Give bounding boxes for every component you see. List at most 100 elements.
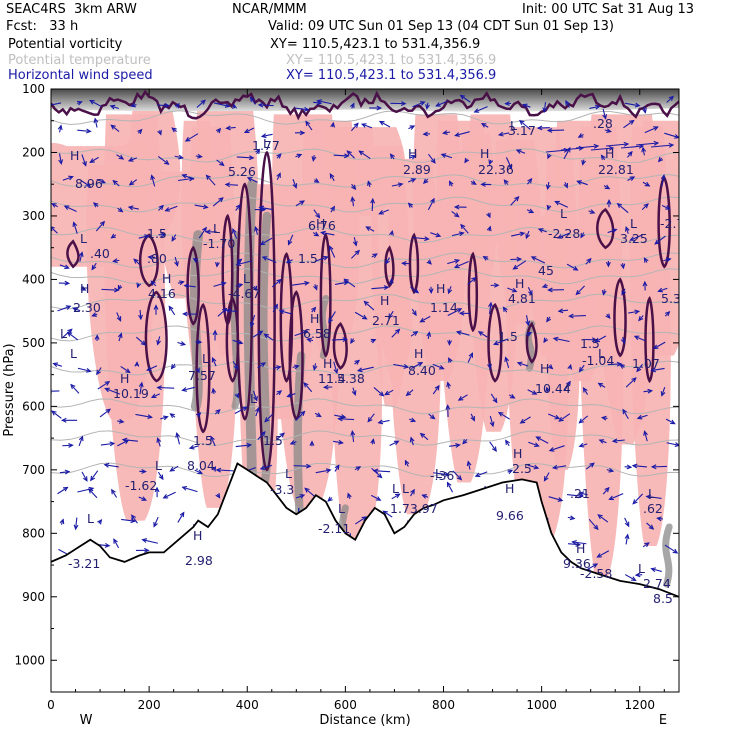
wind-vector [196,99,206,108]
wind-vector [189,445,199,449]
wind-vector-head [296,153,303,159]
pv-contour [596,207,615,250]
wind-vector [664,544,678,554]
wind-vector-jet [575,145,599,149]
wind-vector [555,201,568,208]
wind-vector-head [581,159,587,166]
wind-vector [410,437,414,446]
pv-low-marker: L [263,136,270,151]
wind-vector [666,442,679,446]
wind-vector-head [179,280,185,286]
wind-vector-head [546,316,552,323]
wind-vector-head [360,123,367,128]
wind-vector-head [181,485,188,491]
wind-vector-head [543,337,549,344]
contour-value-label: 45 [538,263,554,278]
wind-vector-head [454,212,460,218]
wind-vector [630,234,643,241]
wind-vector [177,512,185,523]
wind-vector-head [419,432,426,438]
wind-vector [333,154,349,157]
wind-vector-head [276,390,283,396]
wind-vector-head [567,363,573,370]
wind-vector-head [650,464,657,470]
wind-vector-head [512,264,519,270]
wind-vector [216,469,234,472]
wind-vector-head [184,136,191,142]
wind-vector-head [665,205,671,210]
wind-vector-head [377,419,384,425]
wind-vector-head [504,101,510,107]
wind-vector-head [403,364,410,369]
wind-vector [104,464,119,468]
wind-vector [410,286,419,294]
wind-vector-head [63,205,70,210]
y-axis-label: Pressure (hPa) [2,343,17,436]
wind-vector-head [577,133,584,138]
wind-vector-head [52,362,59,368]
wind-vector-head [404,459,410,466]
theta-contour [51,148,679,164]
wind-vector-head [616,202,623,209]
wind-vector-head [90,475,96,482]
wind-vector-head [51,410,57,416]
x-tick-label: 800 [432,698,455,712]
wind-vector-head [343,153,350,159]
wind-vector-head [117,284,123,291]
wind-vector-head [92,202,99,208]
wind-vector-head [654,239,660,245]
wind-vector-head [112,258,118,264]
wind-vector-head [315,213,321,219]
wind-vector-head [460,223,466,230]
wind-vector-head [448,357,453,363]
wind-vector-head [128,180,135,186]
pv-contour [657,175,671,269]
wind-vector [51,102,62,106]
wind-vector [643,390,652,393]
pv-contour [384,245,395,288]
wind-vector-head [219,161,225,167]
wind-vector [432,385,440,395]
wind-vector-head [488,159,494,166]
wind-vector [128,206,139,210]
wind-vector-head [144,234,150,239]
contour-value-label: -2.58 [580,566,612,581]
wind-vector-head [211,356,217,363]
wind-vector-head [103,462,110,468]
wind-vector [617,203,629,214]
wind-vector-head [466,460,472,467]
contour-value-label: 1.14 [430,300,458,315]
wind-vector-head [629,119,635,125]
wind-vector [346,150,355,159]
wind-vector-head [363,300,369,306]
wind-vector [467,277,476,285]
terrain-fill [51,463,679,692]
wind-vector-head [551,464,558,470]
wind-vector-head [141,468,147,474]
wind-vector-head [471,180,477,185]
wind-vector [147,365,158,371]
wind-vector [113,539,120,549]
wind-vector-head [171,236,177,242]
wind-vector [261,133,273,137]
wind-vector-head [388,277,394,284]
wind-vector [329,173,335,182]
wind-vector-head [608,495,614,501]
wind-vector-head [323,255,329,261]
terrain-line [51,462,679,598]
wind-vector-head [626,464,633,470]
wind-vector-head [375,496,382,501]
wind-vector-head [388,313,394,319]
pv-low-marker: L [202,351,209,366]
wind-vector-head [576,180,582,185]
wind-vector-head [249,96,255,102]
contour-value-label: 10.19 [113,386,149,401]
wind-vector-head [116,316,122,322]
wind-vector [182,386,195,391]
wind-vector [373,470,391,473]
wind-vector-head [378,210,384,215]
wind-vector-head [456,475,463,481]
wind-vector-head [558,416,564,422]
wind-vector-head [233,364,239,370]
wind-vector-head [554,414,561,420]
